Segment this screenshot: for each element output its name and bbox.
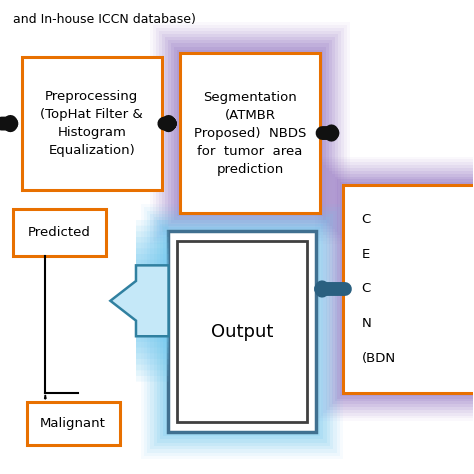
FancyBboxPatch shape [27,402,120,445]
FancyBboxPatch shape [340,182,474,396]
Polygon shape [110,220,169,382]
FancyBboxPatch shape [318,159,474,419]
FancyBboxPatch shape [329,171,474,407]
FancyBboxPatch shape [335,176,474,401]
FancyBboxPatch shape [160,224,323,439]
FancyBboxPatch shape [154,217,330,446]
FancyBboxPatch shape [170,234,314,429]
FancyBboxPatch shape [337,179,474,399]
Text: Output: Output [210,322,273,340]
FancyBboxPatch shape [13,209,106,256]
Polygon shape [110,265,169,336]
Text: Malignant: Malignant [40,417,106,430]
FancyBboxPatch shape [321,162,474,416]
FancyBboxPatch shape [171,44,329,223]
Text: Predicted: Predicted [28,226,91,239]
Text: Segmentation
(ATMBR
Proposed)  NBDS
for  tumor  area
prediction: Segmentation (ATMBR Proposed) NBDS for t… [194,91,306,175]
Polygon shape [110,254,169,347]
FancyBboxPatch shape [323,165,474,413]
FancyBboxPatch shape [144,207,340,456]
FancyBboxPatch shape [332,173,474,404]
FancyBboxPatch shape [168,231,316,432]
FancyBboxPatch shape [164,227,320,436]
Polygon shape [110,231,169,370]
Polygon shape [110,237,169,365]
Text: C: C [362,213,371,226]
FancyBboxPatch shape [162,34,338,232]
FancyBboxPatch shape [22,57,162,190]
FancyBboxPatch shape [167,230,317,433]
FancyBboxPatch shape [177,50,323,217]
Polygon shape [110,243,169,359]
FancyBboxPatch shape [326,168,474,410]
Polygon shape [110,226,169,376]
FancyBboxPatch shape [174,46,326,219]
Text: Preprocessing
(TopHat Filter &
Histogram
Equalization): Preprocessing (TopHat Filter & Histogram… [40,90,143,157]
FancyBboxPatch shape [153,25,347,241]
FancyBboxPatch shape [147,210,337,453]
FancyBboxPatch shape [141,204,343,459]
FancyBboxPatch shape [156,28,344,238]
Text: C: C [362,283,371,295]
FancyBboxPatch shape [168,40,332,226]
FancyBboxPatch shape [177,241,307,422]
Polygon shape [110,260,169,342]
Text: (BDN: (BDN [362,352,396,365]
Polygon shape [110,248,169,353]
FancyBboxPatch shape [159,31,341,235]
Text: and In-house ICCN database): and In-house ICCN database) [13,12,196,26]
FancyBboxPatch shape [165,37,335,229]
Text: N: N [362,317,372,330]
FancyBboxPatch shape [343,185,474,393]
FancyBboxPatch shape [157,220,327,443]
FancyBboxPatch shape [150,214,333,449]
FancyBboxPatch shape [180,53,320,213]
Text: E: E [362,248,370,261]
